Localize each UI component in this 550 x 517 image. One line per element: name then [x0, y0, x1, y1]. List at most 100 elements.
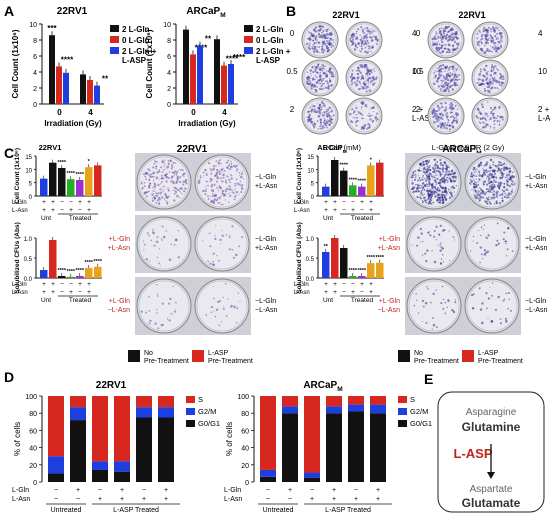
colony	[223, 167, 225, 169]
colony	[155, 194, 159, 198]
colony	[152, 196, 156, 199]
segment-g2m	[370, 404, 386, 414]
colony	[428, 189, 431, 193]
colony	[490, 67, 493, 69]
colony	[161, 239, 163, 241]
colony	[448, 88, 450, 90]
colony	[168, 258, 172, 261]
colony	[435, 37, 438, 40]
colony	[201, 240, 204, 242]
colony	[439, 163, 442, 166]
colony	[230, 162, 233, 165]
colony	[367, 45, 370, 47]
colony	[229, 174, 232, 176]
colony	[445, 112, 449, 115]
colony	[312, 125, 315, 128]
colony	[487, 39, 489, 41]
colony	[427, 180, 431, 183]
row-label-right: 4	[412, 29, 417, 38]
colony	[478, 178, 481, 181]
colony	[325, 40, 328, 42]
colony	[227, 298, 229, 300]
colony	[501, 192, 503, 194]
colony	[472, 174, 475, 177]
colony	[444, 122, 447, 125]
colony	[168, 171, 171, 173]
colony	[431, 250, 433, 252]
colony	[438, 30, 440, 32]
colony	[350, 35, 353, 38]
colony	[421, 182, 425, 185]
colony	[313, 51, 316, 54]
colony	[218, 259, 220, 262]
legend-label: G0/G1	[410, 419, 432, 428]
colony	[482, 228, 484, 231]
colony	[435, 239, 437, 241]
colony	[443, 201, 445, 204]
colony	[348, 112, 352, 116]
colony	[370, 39, 374, 42]
y-tick-label: 8	[167, 38, 171, 45]
arrow-head-icon	[487, 472, 495, 479]
colony	[369, 118, 372, 121]
colony	[455, 36, 458, 39]
colony	[172, 161, 175, 164]
colony	[361, 39, 364, 42]
colony	[316, 76, 318, 79]
colony	[491, 108, 494, 111]
colony	[320, 48, 324, 51]
colony	[486, 161, 489, 164]
colony	[492, 161, 495, 164]
colony	[328, 67, 332, 70]
colony	[332, 33, 334, 35]
row-label-right: 2 +	[538, 105, 550, 114]
colony	[452, 119, 455, 123]
colony	[492, 163, 495, 166]
colony	[446, 306, 448, 308]
colony	[495, 68, 498, 70]
colony	[217, 300, 220, 304]
colony	[176, 178, 180, 181]
segment-g0g1	[48, 473, 64, 482]
colony	[312, 39, 314, 42]
segment-s	[48, 396, 64, 457]
colony	[485, 50, 488, 53]
y-tick-label: 40	[29, 446, 37, 453]
colony	[319, 36, 322, 39]
colony	[218, 170, 221, 173]
asn-sign: +	[332, 496, 336, 503]
colony	[306, 82, 309, 85]
colony	[220, 203, 222, 206]
colony	[432, 201, 435, 204]
colony	[353, 117, 356, 119]
colony	[235, 253, 238, 257]
colony	[310, 83, 314, 86]
colony	[368, 114, 371, 118]
colony	[221, 180, 224, 183]
y-tick-label: 6	[33, 54, 37, 61]
colony	[374, 78, 377, 81]
bar	[322, 252, 330, 278]
plate-left-label-asn: +L-Asn	[108, 245, 130, 252]
colony	[505, 242, 507, 245]
colony	[323, 49, 326, 52]
colony	[175, 173, 178, 176]
colony	[322, 104, 325, 107]
colony	[311, 66, 314, 69]
asn-sign: +	[324, 289, 328, 296]
colony	[431, 193, 434, 196]
colony	[443, 160, 447, 164]
colony	[321, 31, 323, 34]
colony	[444, 312, 447, 315]
colony	[507, 173, 511, 176]
colony	[494, 42, 497, 44]
colony	[485, 171, 488, 174]
legend-swatch	[398, 420, 407, 427]
colony	[417, 169, 419, 171]
colony	[155, 192, 157, 195]
colony	[308, 107, 311, 109]
colony	[445, 35, 447, 37]
colony	[497, 44, 499, 46]
colony	[144, 172, 148, 175]
legend-label-asp: Pre-Treatment	[208, 358, 253, 365]
